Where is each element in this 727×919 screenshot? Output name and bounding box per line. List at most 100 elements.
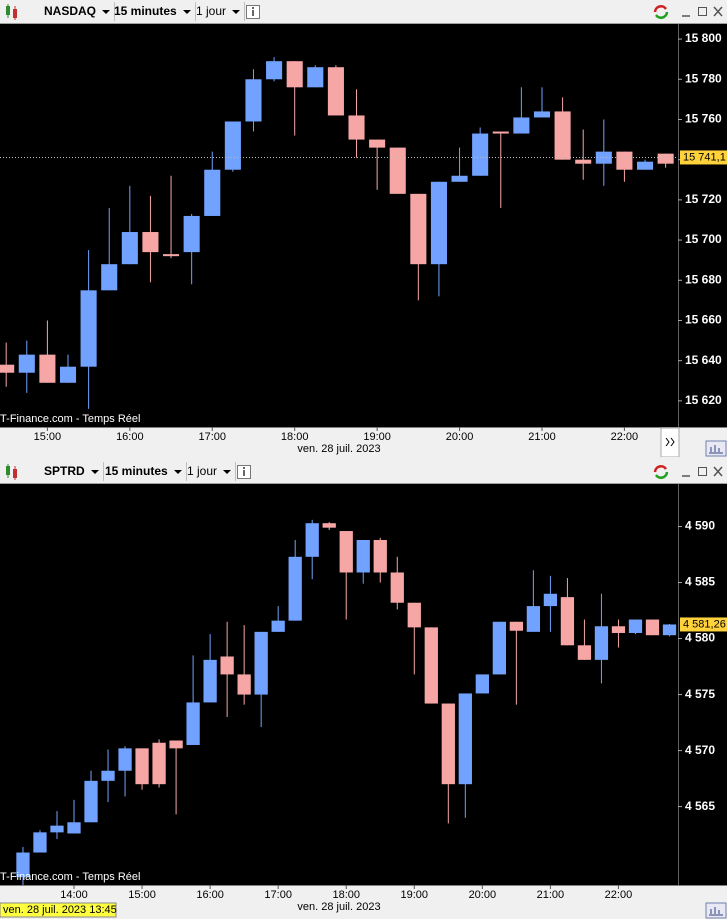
candle-body — [554, 111, 571, 160]
corner-button[interactable] — [705, 440, 727, 457]
candle-body — [475, 674, 489, 694]
candle-body — [410, 193, 427, 265]
y-tick-label: 15 700 — [685, 232, 722, 246]
info-button[interactable] — [246, 5, 260, 19]
candle-body — [577, 645, 592, 660]
candle-body — [16, 852, 30, 878]
x-tick-label: 21:00 — [528, 431, 556, 443]
symbol-select[interactable]: NASDAQ — [40, 2, 116, 21]
chart-panel: SPTRD 15 minutes 1 jour 4 590 4 585 4 580 4… — [0, 460, 727, 919]
candle-body — [33, 832, 47, 853]
x-tick-label: 21:00 — [537, 889, 565, 901]
candle-body — [101, 770, 115, 781]
candle-body — [327, 67, 344, 116]
range: 1 jour — [196, 4, 227, 18]
source-label: IT-Finance.com - Temps Réel — [0, 413, 140, 425]
info-button[interactable] — [237, 465, 251, 479]
price-marker — [680, 150, 727, 165]
y-tick-label: 15 680 — [685, 272, 722, 286]
candle-body — [430, 181, 447, 265]
x-axis-date: ven. 28 juil. 2023 — [297, 901, 380, 913]
candle-body — [657, 153, 674, 164]
chart: 4 590 4 585 4 580 4 575 4 570 4 565 14:00 15:00… — [0, 484, 727, 919]
time-axis-background — [0, 885, 727, 919]
candle-body — [67, 822, 81, 834]
candle-body — [305, 523, 319, 557]
candle-body — [254, 631, 268, 695]
candle-body — [84, 780, 98, 823]
candle-body — [458, 693, 472, 785]
plot-background — [0, 24, 727, 427]
chart-panel: NASDAQ 15 minutes 1 jour 15 800 15 780 15 … — [0, 0, 727, 457]
candle-body — [186, 702, 200, 745]
candle-body — [339, 531, 353, 573]
x-tick-label: 20:00 — [446, 431, 474, 443]
window-controls[interactable] — [652, 3, 727, 21]
candle-body — [266, 61, 283, 80]
interval: 15 minutes — [114, 4, 177, 18]
symbol-select[interactable]: SPTRD — [40, 462, 104, 481]
y-tick-label: 4 575 — [685, 687, 715, 701]
candle-body — [662, 624, 677, 636]
x-tick-label: 20:00 — [469, 889, 497, 901]
candle-body — [616, 151, 633, 170]
range-select[interactable]: 1 jour — [183, 462, 237, 481]
y-tick-label: 15 720 — [685, 192, 722, 206]
x-tick-label: 15:00 — [34, 431, 62, 443]
candle-body — [509, 621, 524, 631]
interval-select[interactable]: 15 minutes — [110, 2, 196, 21]
x-tick-label: 18:00 — [281, 431, 309, 443]
corner-icon — [709, 907, 723, 916]
candle-body — [348, 115, 365, 140]
candle-body — [152, 742, 166, 785]
candle-body — [288, 556, 302, 621]
y-tick-label: 15 760 — [685, 112, 722, 126]
candle-body — [203, 659, 217, 703]
candle-body — [373, 540, 387, 573]
candle-body — [0, 364, 15, 373]
x-tick-label: 22:00 — [605, 889, 633, 901]
candle-body — [424, 627, 438, 704]
app-icon — [6, 464, 17, 480]
candle-body — [307, 67, 324, 88]
scroll-button[interactable] — [660, 427, 680, 457]
source-label: IT-Finance.com - Temps Réel — [0, 871, 140, 883]
candle-body — [80, 290, 97, 367]
candle-body — [594, 626, 609, 660]
candle-body — [142, 232, 159, 253]
y-tick-label: 4 590 — [685, 519, 715, 533]
candle-body — [135, 748, 149, 785]
candle-body — [286, 61, 303, 88]
candle-body — [271, 620, 285, 632]
y-tick-label: 4 585 — [685, 575, 715, 589]
candle-body — [628, 619, 643, 633]
candle-body — [118, 748, 132, 771]
y-tick-label: 4 580 — [685, 631, 715, 645]
candle-body — [441, 703, 455, 785]
y-tick-label: 15 660 — [685, 313, 722, 327]
candle-body — [245, 79, 262, 122]
interval-select[interactable]: 15 minutes — [101, 462, 187, 481]
candle-body — [121, 232, 138, 265]
price-label: 15 741,1 — [683, 151, 726, 163]
symbol: SPTRD — [44, 464, 85, 478]
candle-body — [526, 606, 541, 632]
candle-body — [611, 626, 626, 633]
candle-body — [39, 354, 56, 383]
candle-body — [389, 147, 406, 194]
candle-body — [575, 159, 592, 164]
candle-body — [163, 254, 180, 257]
candle-body — [513, 117, 530, 134]
candle-body — [472, 133, 489, 176]
y-tick-label: 15 780 — [685, 71, 722, 85]
corner-button[interactable] — [705, 902, 727, 919]
symbol: NASDAQ — [44, 4, 97, 18]
range-select[interactable]: 1 jour — [192, 2, 246, 21]
candle-body — [50, 825, 64, 833]
candle-body — [533, 111, 551, 118]
candle-body — [59, 366, 77, 383]
price-label: 4 581,26 — [683, 618, 726, 630]
window-controls[interactable] — [652, 463, 727, 481]
candle-body — [407, 602, 421, 628]
candle-body — [560, 597, 575, 646]
